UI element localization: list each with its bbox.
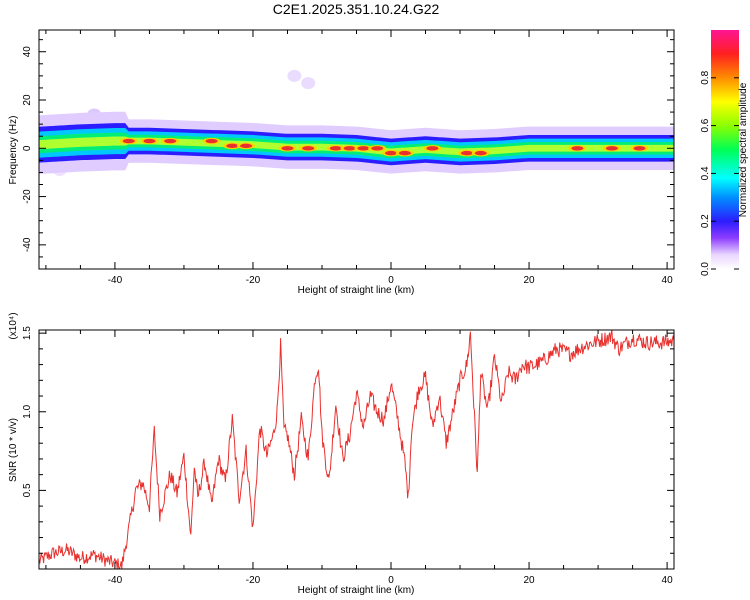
spectrogram-xlabel: Height of straight line (km) (298, 285, 415, 296)
spectrogram-ytick-label: 0 (22, 145, 33, 151)
chart-title: C2E1.2025.351.10.24.G22 (273, 1, 440, 17)
spectrogram-peak (605, 146, 618, 151)
spectrogram-peak (143, 138, 156, 144)
spectrogram-ytick-label: -20 (22, 189, 33, 204)
spectrogram-ytick-label: -40 (22, 237, 33, 252)
spectrogram-ticks: -40 -20 0 20 40 -40 -20 0 20 40 (22, 30, 674, 286)
snr-panel: -40 -20 0 20 40 0.5 1.0 1.5 Height of straight … (8, 312, 675, 596)
spectrogram-peak (164, 138, 177, 144)
spectrogram-peak (281, 146, 294, 151)
colorbar-tick-label: 0.2 (700, 214, 711, 228)
spectrogram-peak (357, 146, 370, 151)
spectrogram-peak (398, 150, 411, 156)
spectrogram-panel: -40 -20 0 20 40 -40 -20 0 20 40 Height of straigh… (8, 29, 675, 296)
snr-ticks: -40 -20 0 20 40 0.5 1.0 1.5 (22, 326, 674, 586)
snr-ytick-label: 0.5 (22, 483, 33, 497)
spectrogram-ytick-label: 40 (22, 46, 33, 58)
snr-xlabel: Height of straight line (km) (298, 585, 415, 596)
spectrogram-ylabel: Frequency (Hz) (8, 116, 19, 185)
spectrogram-xtick-label: 40 (662, 275, 674, 286)
spectrogram-peak (571, 146, 584, 151)
spectrogram-peak (371, 146, 384, 151)
spectrogram-peak (343, 146, 356, 151)
spectrogram-peak (302, 146, 315, 151)
snr-ylabel: SNR (10 * v/v) (8, 418, 19, 482)
spectrogram-ytick-label: 20 (22, 94, 33, 106)
spectrogram-xtick-label: 0 (388, 275, 394, 286)
snr-xtick-label: -40 (108, 575, 123, 586)
colorbar-tick-label: 0.6 (700, 118, 711, 132)
snr-xtick-label: 20 (523, 575, 535, 586)
colorbar: 0.0 0.2 0.4 0.6 0.8 Normalized spectral ampl… (700, 30, 749, 276)
spectrogram-xtick-label: -40 (108, 275, 123, 286)
snr-ytick-label: 1.0 (22, 404, 33, 418)
colorbar-ticks: 0.0 0.2 0.4 0.6 0.8 (700, 70, 739, 276)
snr-xtick-label: 0 (388, 575, 394, 586)
snr-xtick-label: -20 (246, 575, 261, 586)
spectrogram-peak (460, 150, 473, 156)
snr-frame (38, 329, 675, 570)
spectrogram-peak (122, 138, 135, 144)
spectrogram-noise-blob (301, 77, 316, 90)
colorbar-tick-label: 0.0 (700, 262, 711, 276)
spectrogram-peak (226, 143, 239, 149)
spectrogram-image (39, 69, 674, 177)
snr-ytick-label: 1.5 (22, 326, 33, 340)
snr-multiplier: (x10⁴) (8, 312, 19, 339)
spectrogram-band-yellow-green (39, 136, 674, 156)
spectrogram-noise-blob (287, 69, 302, 82)
colorbar-gradient (711, 30, 739, 269)
spectrogram-xtick-label: -20 (246, 275, 261, 286)
spectrogram-xtick-label: 20 (523, 275, 535, 286)
spectrogram-peak (385, 150, 398, 156)
spectrogram-peak (205, 138, 218, 144)
spectrogram-peak (633, 146, 646, 151)
snr-xtick-label: 40 (662, 575, 674, 586)
spectrogram-peak (474, 150, 487, 156)
snr-series-line (39, 330, 674, 569)
spectrogram-peak (240, 143, 253, 149)
colorbar-label: Normalized spectral amplitude (738, 82, 749, 217)
spectrogram-peak (426, 146, 439, 151)
spectrogram-peak (329, 146, 342, 151)
colorbar-tick-label: 0.8 (700, 70, 711, 84)
colorbar-tick-label: 0.4 (700, 166, 711, 180)
